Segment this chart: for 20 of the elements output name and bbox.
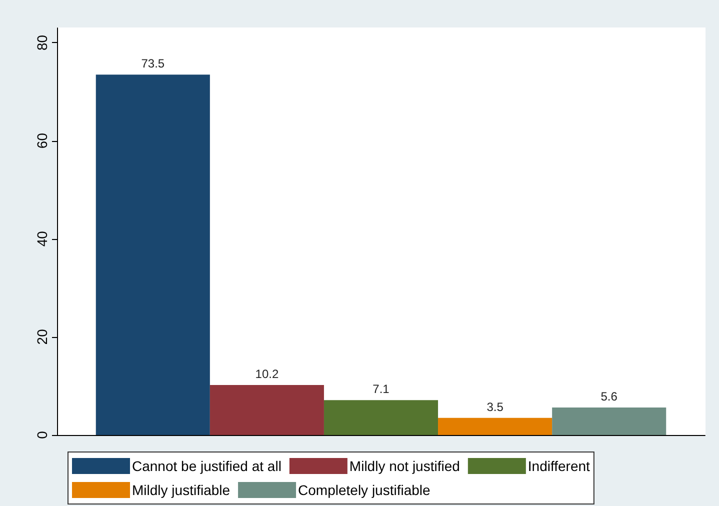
legend-label: Cannot be justified at all [132,458,282,474]
data-label: 73.5 [141,56,165,71]
bar [210,384,324,435]
data-label: 5.6 [600,390,618,404]
legend-label: Mildly not justified [349,458,460,474]
legend-label: Indifferent [528,458,590,474]
y-tick-label: 60 [34,132,50,149]
y-tick-label: 20 [34,328,50,345]
bar [96,74,210,435]
data-label: 10.2 [255,366,279,381]
bar [324,400,438,435]
y-tick-label: 0 [34,430,50,439]
bar [552,408,666,435]
y-tick-label: 80 [34,34,50,50]
legend-label: Completely justifiable [298,482,431,498]
data-label: 7.1 [372,382,390,396]
bar [438,418,552,435]
y-tick-label: 40 [34,230,50,247]
data-label: 3.5 [486,400,504,414]
legend-label: Mildly justifiable [132,482,230,498]
